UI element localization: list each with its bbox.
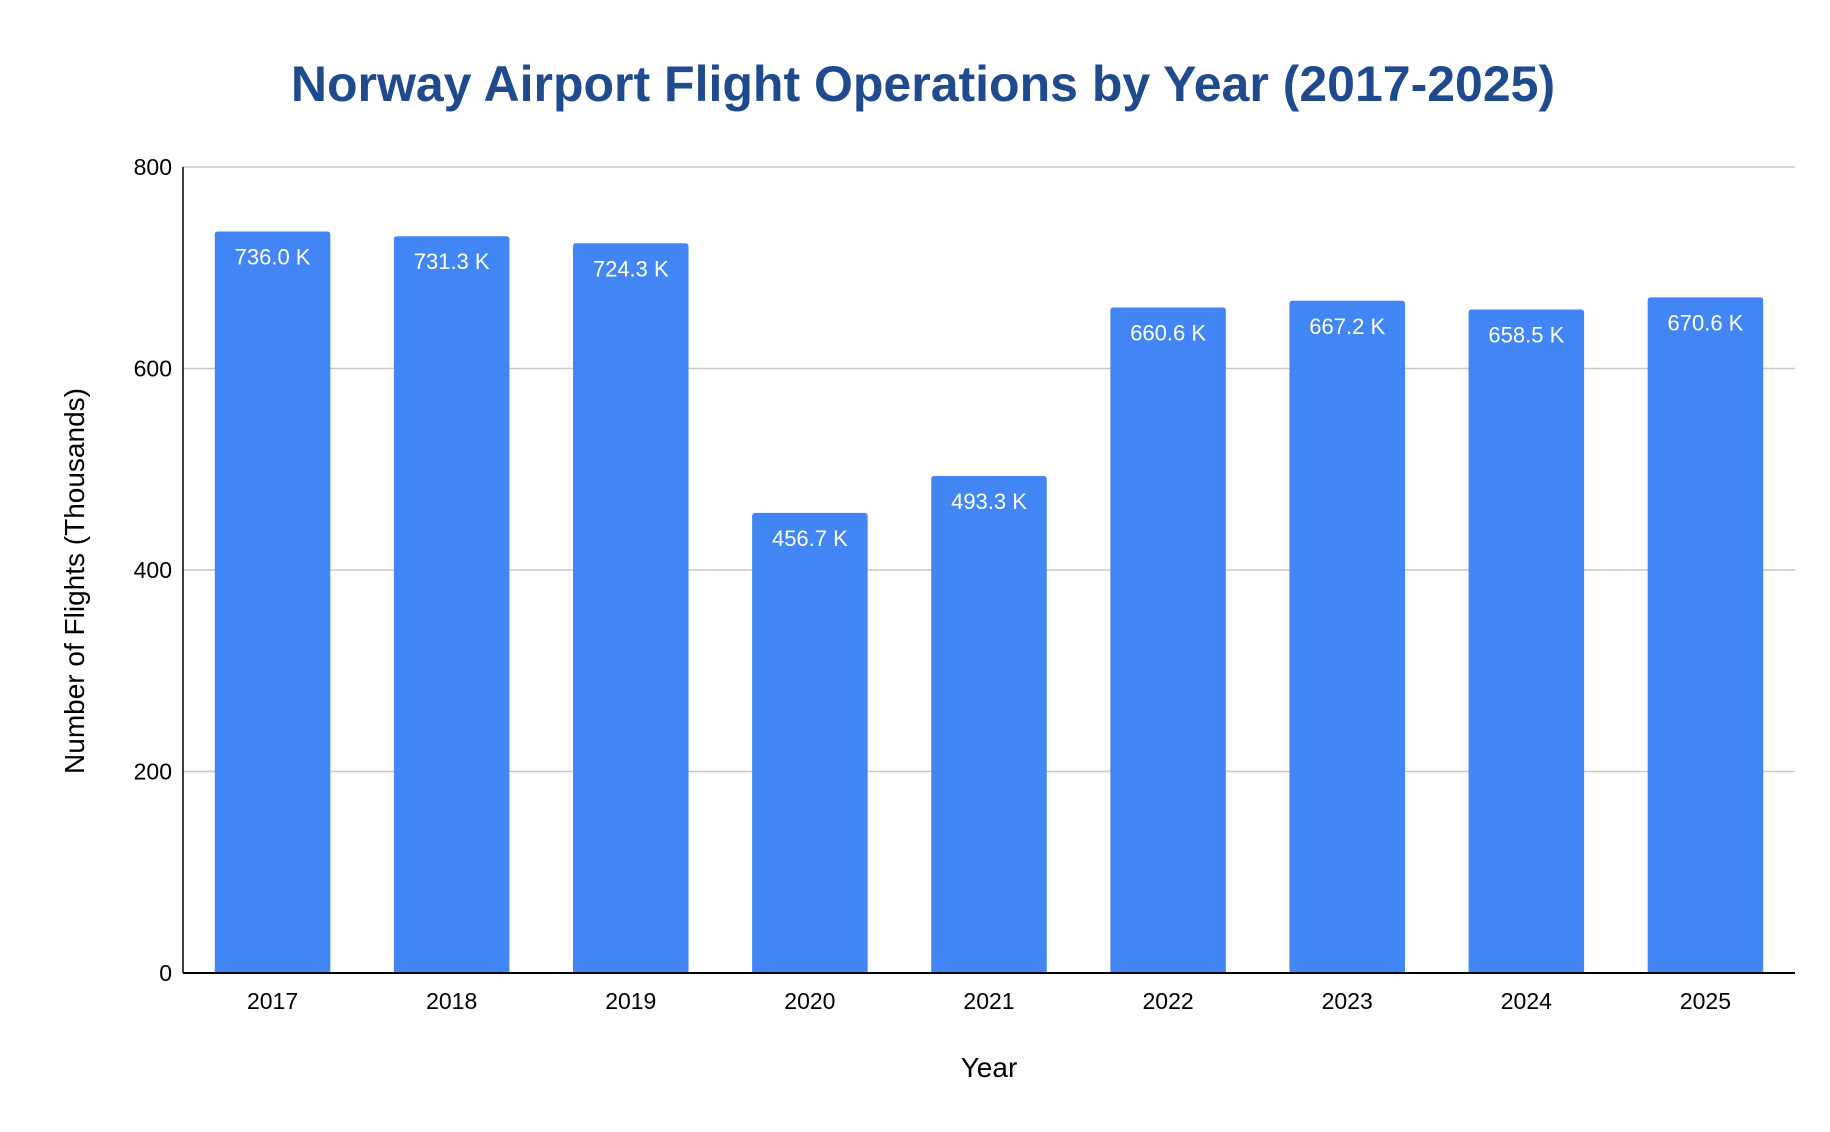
- x-tick-label: 2018: [426, 988, 477, 1014]
- y-tick-label: 600: [134, 356, 172, 382]
- x-tick-label: 2025: [1680, 988, 1731, 1014]
- x-axis-title: Year: [961, 1052, 1018, 1083]
- bar-2020: [752, 512, 868, 973]
- x-tick-label: 2020: [784, 988, 835, 1014]
- x-tick-label: 2017: [247, 988, 298, 1014]
- bar-2025: [1647, 297, 1764, 974]
- x-tick-label: 2024: [1501, 988, 1552, 1014]
- data-label: 736.0 K: [235, 244, 311, 269]
- x-tick-label: 2022: [1143, 988, 1194, 1014]
- data-label: 731.3 K: [414, 249, 490, 274]
- data-label: 658.5 K: [1488, 323, 1564, 348]
- x-tick-label: 2023: [1322, 988, 1373, 1014]
- x-tick-labels: 2017 2018 2019 2020 2021 2022 2023 2024 2025: [247, 988, 1731, 1014]
- y-tick-label: 400: [134, 557, 172, 583]
- data-label: 493.3 K: [951, 489, 1027, 514]
- data-label: 667.2 K: [1309, 314, 1385, 339]
- y-tick-labels: 0 200 400 600 800: [134, 154, 172, 986]
- axes: [182, 167, 1795, 974]
- y-tick-label: 200: [134, 759, 172, 785]
- data-label: 456.7 K: [772, 526, 848, 551]
- bar-2018: [393, 236, 510, 973]
- x-tick-label: 2019: [605, 988, 656, 1014]
- bar-2022: [1110, 307, 1226, 973]
- bar-2019: [573, 243, 689, 973]
- bar-2023: [1289, 300, 1405, 973]
- y-tick-label: 0: [159, 960, 172, 986]
- bars: [214, 231, 1764, 974]
- data-labels: 736.0 K 731.3 K 724.3 K 456.7 K 493.3 K 660.6…: [235, 244, 1744, 550]
- bar-2024: [1468, 309, 1585, 973]
- data-label: 724.3 K: [593, 256, 669, 281]
- y-tick-label: 800: [134, 154, 172, 180]
- data-label: 670.6 K: [1668, 310, 1744, 335]
- x-tick-label: 2021: [963, 988, 1014, 1014]
- chart-title: Norway Airport Flight Operations by Year…: [291, 56, 1555, 112]
- bar-2017: [214, 231, 331, 974]
- data-label: 660.6 K: [1130, 320, 1206, 345]
- y-axis-title: Number of Flights (Thousands): [59, 388, 90, 774]
- bar-2021: [931, 476, 1047, 973]
